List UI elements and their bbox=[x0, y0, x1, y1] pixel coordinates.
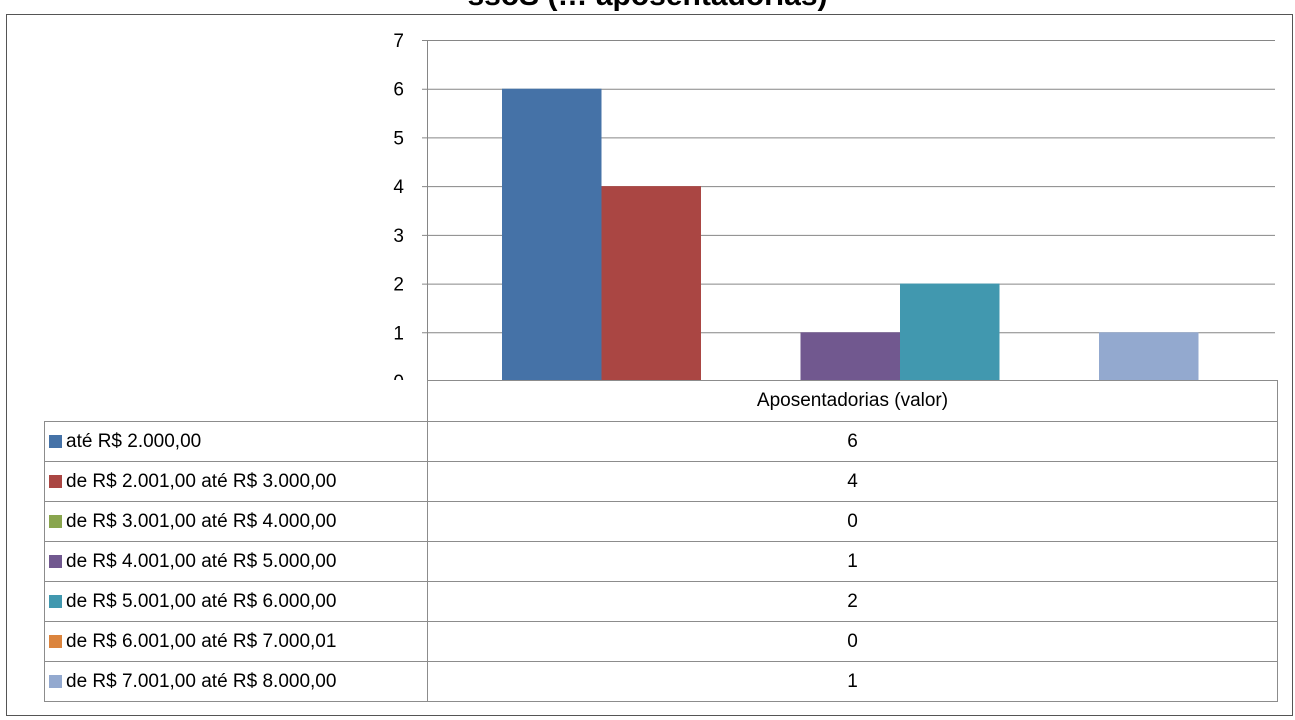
y-tick-label: 7 bbox=[393, 31, 404, 52]
bar bbox=[502, 88, 602, 380]
legend-swatch bbox=[49, 474, 62, 488]
bar bbox=[800, 332, 900, 380]
chart-frame bbox=[6, 14, 1293, 716]
table-row: até R$ 2.000,00 6 bbox=[44, 421, 1278, 462]
y-tick-label: 4 bbox=[393, 177, 404, 198]
table-corner bbox=[44, 380, 428, 422]
legend-swatch bbox=[49, 674, 62, 688]
legend-entry: de R$ 7.001,00 até R$ 8.000,00 bbox=[44, 661, 428, 702]
legend-label: de R$ 6.001,00 até R$ 7.000,01 bbox=[66, 630, 337, 652]
legend-swatch bbox=[49, 434, 62, 448]
bar bbox=[900, 283, 1000, 380]
bar bbox=[1099, 332, 1199, 380]
plot-area: 0 1 2 3 4 5 6 7 bbox=[393, 31, 1275, 380]
y-tick-label: 5 bbox=[393, 128, 404, 149]
legend-entry: de R$ 3.001,00 até R$ 4.000,00 bbox=[44, 501, 428, 542]
y-tick-label: 6 bbox=[393, 80, 404, 101]
chart-title: ssoS (… aposentadorias) bbox=[0, 0, 1295, 14]
bar bbox=[601, 186, 701, 380]
legend-swatch bbox=[49, 594, 62, 608]
category-label: Aposentadorias (valor) bbox=[427, 380, 1278, 422]
legend-label: de R$ 5.001,00 até R$ 6.000,00 bbox=[66, 590, 337, 612]
legend-label: de R$ 4.001,00 até R$ 5.000,00 bbox=[66, 550, 337, 572]
legend-swatch bbox=[49, 514, 62, 528]
legend-label: de R$ 7.001,00 até R$ 8.000,00 bbox=[66, 670, 337, 692]
data-value: 0 bbox=[427, 621, 1278, 662]
table-row: de R$ 6.001,00 até R$ 7.000,01 0 bbox=[44, 621, 1278, 662]
table-row: de R$ 5.001,00 até R$ 6.000,00 2 bbox=[44, 581, 1278, 622]
y-tick-label: 0 bbox=[393, 372, 404, 380]
legend-entry: de R$ 4.001,00 até R$ 5.000,00 bbox=[44, 541, 428, 582]
table-row: de R$ 7.001,00 até R$ 8.000,00 1 bbox=[44, 661, 1278, 702]
y-tick-label: 2 bbox=[393, 275, 404, 296]
data-value: 1 bbox=[427, 541, 1278, 582]
legend-label: de R$ 3.001,00 até R$ 4.000,00 bbox=[66, 510, 337, 532]
data-table: Aposentadorias (valor) até R$ 2.000,00 6 de… bbox=[44, 380, 1278, 702]
y-axis-ticks: 0 1 2 3 4 5 6 7 bbox=[393, 31, 404, 380]
y-tick-label: 1 bbox=[393, 323, 404, 344]
legend-entry: de R$ 2.001,00 até R$ 3.000,00 bbox=[44, 461, 428, 502]
legend-label: até R$ 2.000,00 bbox=[66, 430, 202, 452]
table-row: de R$ 3.001,00 até R$ 4.000,00 0 bbox=[44, 501, 1278, 542]
legend-entry: de R$ 6.001,00 até R$ 7.000,01 bbox=[44, 621, 428, 662]
legend-entry: até R$ 2.000,00 bbox=[44, 421, 428, 462]
legend-label: de R$ 2.001,00 até R$ 3.000,00 bbox=[66, 470, 337, 492]
legend-swatch bbox=[49, 554, 62, 568]
y-tick-label: 3 bbox=[393, 226, 404, 247]
data-value: 0 bbox=[427, 501, 1278, 542]
bars bbox=[502, 88, 1199, 380]
data-value: 1 bbox=[427, 661, 1278, 702]
table-row: de R$ 2.001,00 até R$ 3.000,00 4 bbox=[44, 461, 1278, 502]
data-value: 4 bbox=[427, 461, 1278, 502]
table-header-row: Aposentadorias (valor) bbox=[44, 380, 1278, 422]
data-value: 6 bbox=[427, 421, 1278, 462]
table-row: de R$ 4.001,00 até R$ 5.000,00 1 bbox=[44, 541, 1278, 582]
legend-swatch bbox=[49, 634, 62, 648]
legend-entry: de R$ 5.001,00 até R$ 6.000,00 bbox=[44, 581, 428, 622]
data-value: 2 bbox=[427, 581, 1278, 622]
